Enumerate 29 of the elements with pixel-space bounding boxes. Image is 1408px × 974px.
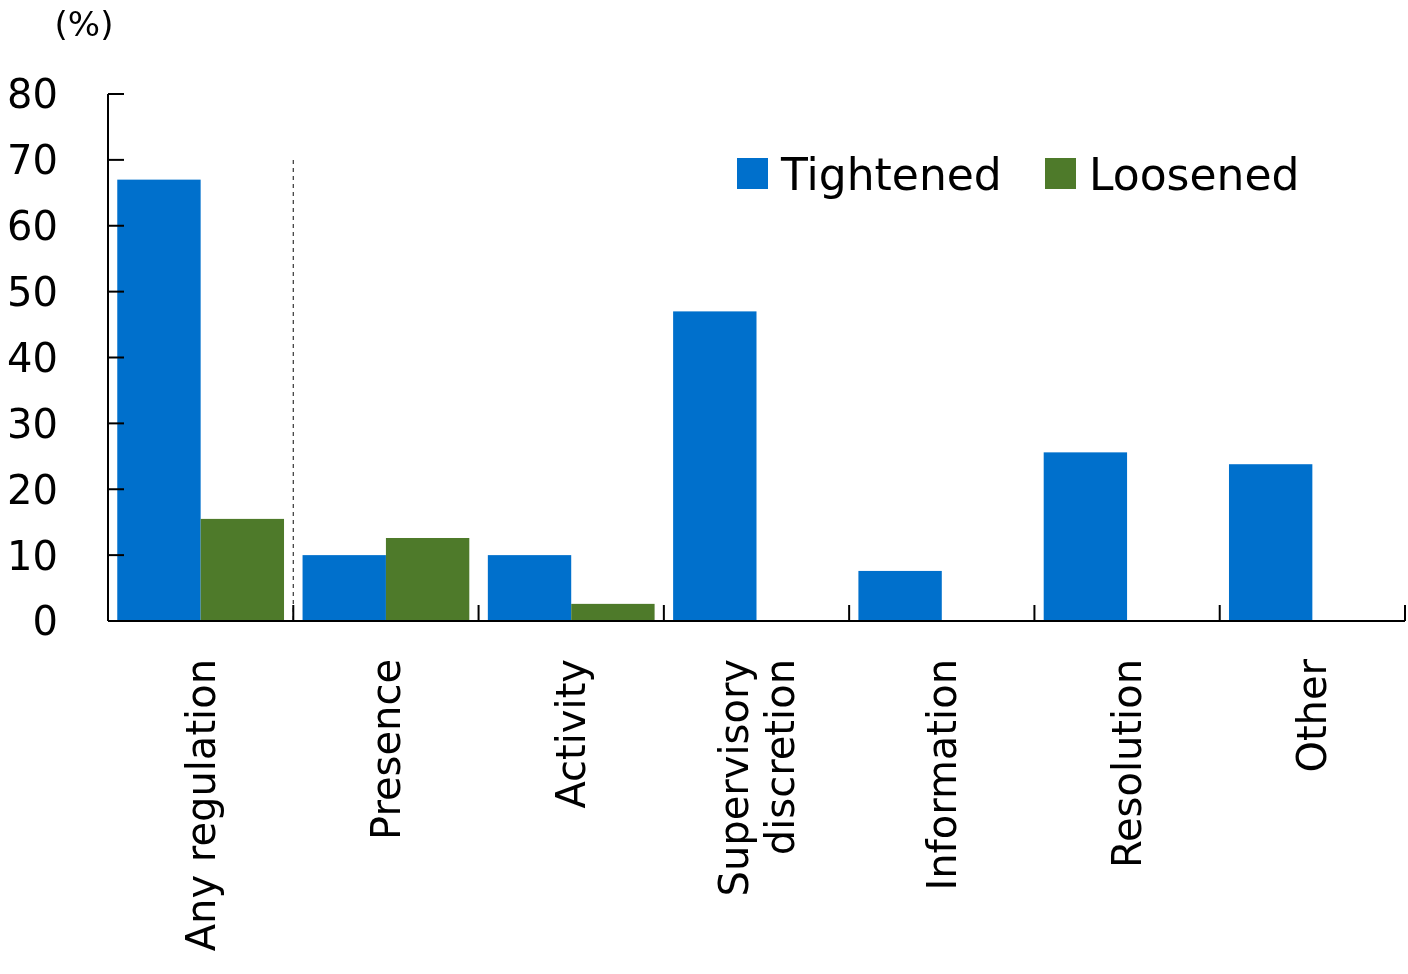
bar	[673, 311, 757, 621]
y-tick-label: 40	[7, 334, 58, 381]
x-tick-label: Activity	[548, 659, 595, 809]
y-tick-label: 10	[7, 532, 58, 579]
y-axis-title: (%)	[54, 4, 114, 44]
bar	[200, 518, 285, 621]
bar	[858, 570, 942, 621]
y-tick-label: 60	[7, 203, 58, 250]
y-tick-label: 50	[7, 269, 58, 316]
legend-label: Loosened	[1089, 148, 1300, 200]
legend-label: Tightened	[780, 148, 1002, 200]
x-tick-label: Presence	[362, 659, 409, 840]
bar	[487, 555, 572, 621]
x-tick-label: Any regulation	[177, 659, 224, 952]
bar	[1228, 464, 1313, 621]
bar	[1043, 452, 1128, 621]
y-tick-label: 20	[7, 466, 58, 513]
y-tick-label: 80	[7, 71, 58, 118]
x-tick-label: Supervisory discretion	[710, 659, 803, 897]
y-tick-label: 0	[32, 598, 58, 645]
y-tick-label: 70	[7, 137, 58, 184]
y-tick-label: 30	[7, 400, 58, 447]
bar	[302, 555, 386, 621]
x-tick-label: Information	[918, 659, 965, 891]
bar	[385, 538, 470, 621]
x-tick-label: Other	[1289, 658, 1336, 773]
bar	[571, 603, 655, 621]
bar	[117, 179, 201, 621]
x-tick-label: Resolution	[1104, 659, 1151, 869]
